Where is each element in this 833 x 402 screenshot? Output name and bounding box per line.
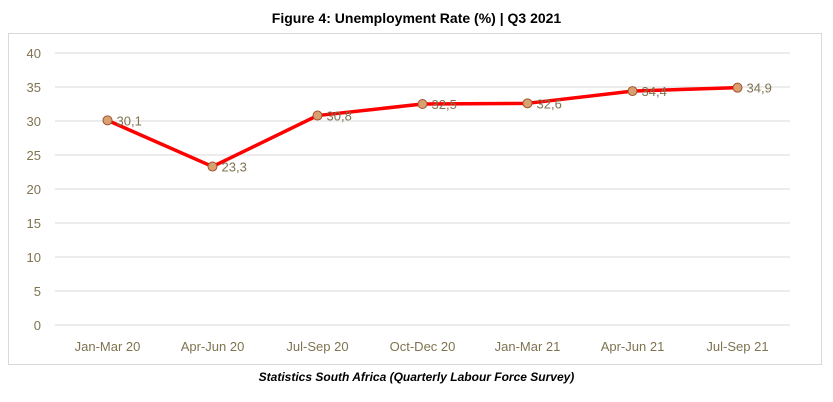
data-label: 32,5 bbox=[432, 97, 457, 112]
x-tick-label: Jan-Mar 20 bbox=[75, 339, 141, 354]
y-tick-label: 20 bbox=[27, 182, 41, 197]
data-point bbox=[627, 86, 638, 97]
data-point bbox=[732, 82, 743, 93]
data-labels: 30,1 23,3 30,8 32,5 32,6 34,4 34,9 bbox=[117, 81, 772, 175]
data-markers bbox=[102, 82, 743, 172]
x-tick-label: Apr-Jun 21 bbox=[601, 339, 665, 354]
source-caption: Statistics South Africa (Quarterly Labou… bbox=[258, 370, 575, 384]
chart-title: Figure 4: Unemployment Rate (%) | Q3 202… bbox=[271, 10, 562, 26]
y-axis-ticks: 0 5 10 15 20 25 30 35 40 bbox=[27, 46, 41, 333]
data-point bbox=[207, 161, 218, 172]
data-point bbox=[522, 98, 533, 109]
x-tick-label: Jul-Sep 20 bbox=[286, 339, 348, 354]
y-tick-label: 30 bbox=[27, 114, 41, 129]
y-tick-label: 5 bbox=[34, 284, 41, 299]
data-label: 34,4 bbox=[642, 84, 667, 99]
x-axis-ticks: Jan-Mar 20 Apr-Jun 20 Jul-Sep 20 Oct-Dec 20… bbox=[75, 339, 769, 354]
y-tick-label: 10 bbox=[27, 250, 41, 265]
y-tick-label: 40 bbox=[27, 46, 41, 61]
data-label: 30,1 bbox=[117, 113, 142, 128]
gridlines bbox=[55, 52, 790, 326]
data-label: 32,6 bbox=[537, 96, 562, 111]
chart-frame bbox=[8, 33, 822, 365]
data-label: 34,9 bbox=[747, 81, 772, 96]
data-point bbox=[417, 99, 428, 109]
x-tick-label: Apr-Jun 20 bbox=[181, 339, 245, 354]
x-tick-label: Oct-Dec 20 bbox=[390, 339, 456, 354]
data-point bbox=[102, 115, 113, 126]
x-tick-label: Jan-Mar 21 bbox=[495, 339, 561, 354]
x-tick-label: Jul-Sep 21 bbox=[706, 339, 768, 354]
y-tick-label: 15 bbox=[27, 216, 41, 231]
y-tick-label: 35 bbox=[27, 80, 41, 95]
y-tick-label: 0 bbox=[34, 318, 41, 333]
data-point bbox=[312, 110, 323, 121]
y-tick-label: 25 bbox=[27, 148, 41, 163]
data-label: 30,8 bbox=[327, 109, 352, 124]
data-label: 23,3 bbox=[222, 160, 247, 175]
